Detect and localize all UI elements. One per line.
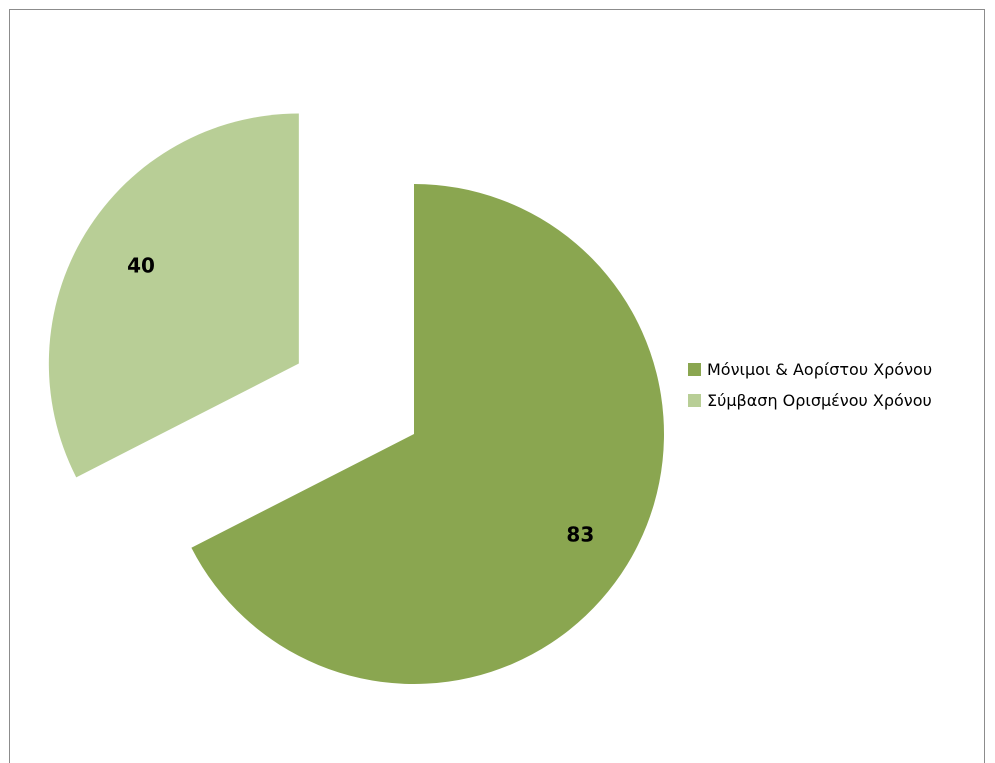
pie-slice-permanent [191, 184, 665, 684]
pie-slice-fixed-term [48, 113, 299, 478]
legend-swatch-permanent [688, 362, 701, 376]
legend-label-permanent: Μόνιμοι & Αορίστου Χρόνου [707, 359, 933, 379]
legend-item-fixed-term: Σύμβαση Ορισμένου Χρόνου [688, 388, 932, 412]
legend-label-fixed-term: Σύμβαση Ορισμένου Χρόνου [707, 390, 932, 410]
data-label-fixed-term: 40 [127, 253, 155, 277]
data-label-permanent: 83 [566, 522, 594, 546]
legend: Μόνιμοι & Αορίστου Χρόνου Σύμβαση Ορισμέ… [688, 357, 932, 419]
legend-item-permanent: Μόνιμοι & Αορίστου Χρόνου [688, 357, 932, 381]
legend-swatch-fixed-term [688, 393, 701, 407]
